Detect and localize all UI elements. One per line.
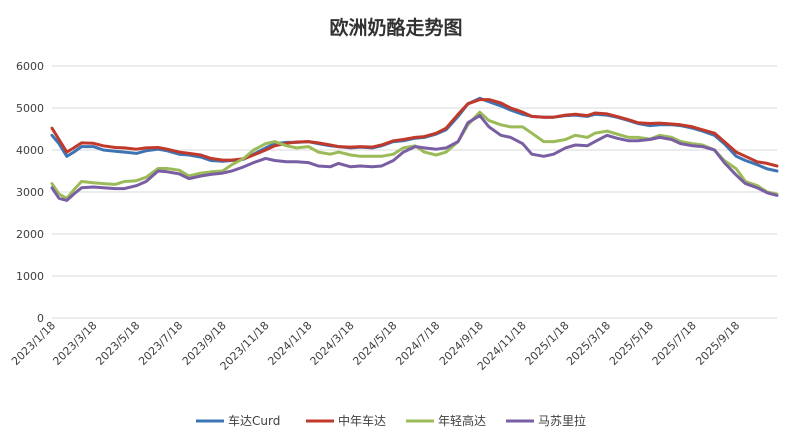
y-tick-label: 1000 bbox=[16, 270, 44, 283]
series-line-4 bbox=[50, 114, 779, 202]
series-lines bbox=[50, 96, 779, 202]
legend: 车达Curd 中年车达 年轻高达 马苏里拉 bbox=[196, 413, 586, 428]
y-tick-label: 4000 bbox=[16, 144, 44, 157]
series-line-2 bbox=[50, 98, 779, 168]
y-tick-label: 6000 bbox=[16, 60, 44, 73]
legend-label-4: 马苏里拉 bbox=[538, 413, 586, 428]
y-tick-label: 5000 bbox=[16, 102, 44, 115]
legend-label-1: 车达Curd bbox=[228, 413, 280, 428]
chart-title: 欧洲奶酪走势图 bbox=[329, 16, 462, 39]
legend-label-3: 年轻高达 bbox=[438, 413, 486, 428]
y-tick-label: 3000 bbox=[16, 186, 44, 199]
y-tick-label: 2000 bbox=[16, 228, 44, 241]
legend-label-2: 中年车达 bbox=[338, 413, 386, 428]
y-tick-label: 0 bbox=[37, 312, 44, 325]
y-axis-ticks: 0 1000 2000 3000 4000 5000 6000 bbox=[16, 60, 44, 325]
